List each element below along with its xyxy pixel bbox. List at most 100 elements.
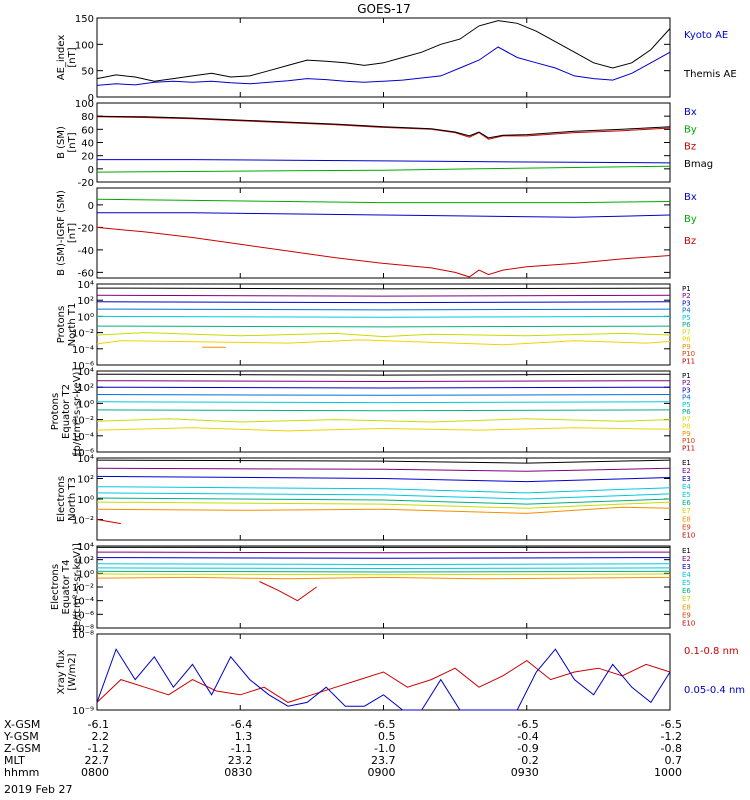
legend-entry: E3 (682, 563, 691, 571)
legend-entry: P10 (682, 437, 695, 445)
legend-entry: E7 (682, 507, 691, 515)
legend-entry: E8 (682, 603, 691, 611)
series-by (96, 198, 671, 204)
row-label: X-GSM (4, 718, 41, 731)
legend-entry: Kyoto AE (684, 30, 728, 41)
row-value: -1.1 (230, 742, 253, 755)
y-tick-label: 10² (77, 383, 94, 394)
y-axis-label: [nT] (67, 47, 78, 67)
y-axis-label: [e/(cm²-s-sr-keV)] (72, 543, 83, 631)
row-value: 0.5 (378, 730, 396, 743)
row-value: 2.2 (91, 730, 110, 743)
y-tick-label: 10⁰ (77, 495, 94, 506)
series-0-05-0-4-nm (96, 648, 671, 711)
y-axis-label: [nT] (67, 223, 78, 243)
panel-ae: 0 50 100 150 AE_index [nT] Kyoto AE Themis AE (56, 14, 737, 104)
row-value: -1.0 (374, 742, 396, 755)
y-axis-label: Equator T4 (61, 560, 72, 615)
series-e7 (96, 573, 671, 576)
y-tick-label: 80 (81, 112, 94, 123)
panel-bsm: -20 0 20 40 60 80 100 B (SM) [nT] Bx By Bz Bmag (56, 99, 713, 189)
legend-entry: E9 (682, 611, 691, 619)
y-tick-label: 150 (75, 14, 94, 25)
y-axis-label: Protons (50, 393, 61, 430)
series-p8 (96, 339, 671, 346)
y-tick-label: 10⁴ (77, 280, 94, 291)
series-e6 (96, 570, 671, 573)
row-value: -1.2 (660, 730, 682, 743)
y-tick-label: 100 (75, 99, 94, 110)
y-tick-label: 10⁻⁴ (72, 432, 94, 443)
legend-entry: Bx (684, 107, 697, 118)
row-value: 0.2 (521, 754, 539, 767)
row-value: -0.4 (517, 730, 539, 743)
series-p5 (96, 315, 671, 318)
y-axis-label: [nT] (67, 132, 78, 152)
y-tick-label: 10⁻⁴ (72, 345, 94, 356)
legend-entry: Bx (684, 192, 697, 203)
row-value: 0900 (367, 766, 396, 779)
series-bz (96, 116, 671, 140)
series-kyoto-ae (96, 46, 671, 86)
series-e2 (96, 467, 671, 472)
series-p7 (96, 418, 671, 423)
y-axis-label: AE_index (56, 35, 67, 81)
legend-entry: P1 (682, 372, 691, 380)
legend-entry: By (684, 124, 697, 135)
panel-electrons-equator: 10⁻⁸ 10⁻⁶ 10⁻⁴ 10⁻² 10⁰ 10² 10⁴ Electrons Equato… (50, 542, 695, 635)
series-p2 (96, 294, 671, 297)
legend-entry: E2 (682, 467, 691, 475)
y-tick-label: 0 (88, 93, 94, 104)
legend-entry: E10 (682, 531, 695, 539)
row-value: 0930 (510, 766, 539, 779)
panel-xray: 10⁻⁹ 10⁻⁸ Xray flux [W/m2] 0.1-0.8 nm 0.05-0.… (56, 630, 745, 717)
y-tick-label: 0 (88, 165, 94, 176)
series-e2 (96, 551, 671, 554)
panel-electrons-north: 10⁻² 10⁰ 10² 10⁴ Electrons North T3 E1E2E3E4E5… (56, 454, 695, 541)
row-value: -1.2 (87, 742, 109, 755)
series-e8 (96, 576, 671, 580)
series-e8 (96, 506, 671, 514)
panel-protons-equator: 10⁻⁶ 10⁻⁴ 10⁻² 10⁰ 10² 10⁴ Protons Equator T2 [p… (50, 367, 695, 459)
y-tick-label: 10⁻⁸ (72, 624, 94, 635)
legend-entry: E2 (682, 555, 691, 563)
y-axis-label: Xray flux (56, 650, 67, 695)
series-e4 (96, 486, 671, 494)
row-value: 0830 (224, 766, 253, 779)
series-p6 (96, 325, 671, 328)
y-tick-label: 10⁻⁴ (72, 597, 94, 608)
y-tick-label: 10⁻⁶ (72, 610, 94, 621)
series-p6 (96, 409, 671, 412)
series-p4 (96, 394, 671, 396)
legend-entry: P7 (682, 328, 691, 336)
y-axis-label: B (SM)-IGRF (SM) (56, 190, 67, 276)
legend-entry: P11 (682, 444, 695, 452)
legend-entry: Bmag (684, 159, 713, 170)
legend-entry: P1 (682, 285, 691, 293)
panel-frame (96, 370, 671, 453)
y-tick-label: 0 (88, 201, 94, 212)
row-label: Z-GSM (4, 742, 41, 755)
legend-entry: P7 (682, 415, 691, 423)
y-tick-label: -20 (78, 223, 94, 234)
legend-entry: P3 (682, 386, 691, 394)
series-bmag (96, 115, 671, 139)
y-tick-label: 10² (77, 556, 94, 567)
series-e5 (96, 492, 671, 500)
legend-entry: P6 (682, 408, 691, 416)
series-p3 (96, 301, 671, 304)
y-tick-label: 10⁻² (72, 416, 94, 427)
y-tick-label: 10⁰ (77, 312, 94, 323)
legend-entry: E5 (682, 491, 691, 499)
legend-entry: E1 (682, 459, 691, 467)
legend-entry: E6 (682, 587, 691, 595)
row-value: -6.1 (87, 718, 109, 731)
series-p8 (96, 427, 671, 432)
row-value: 0800 (81, 766, 109, 779)
y-tick-label: 10⁻² (72, 583, 94, 594)
legend-entry: P8 (682, 336, 691, 344)
legend-entry: Bz (684, 236, 696, 247)
panel-bigrf: -60 -40 -20 0 B (SM)-IGRF (SM) [nT] Bx By Bz (56, 187, 697, 279)
series-e1 (96, 459, 671, 464)
